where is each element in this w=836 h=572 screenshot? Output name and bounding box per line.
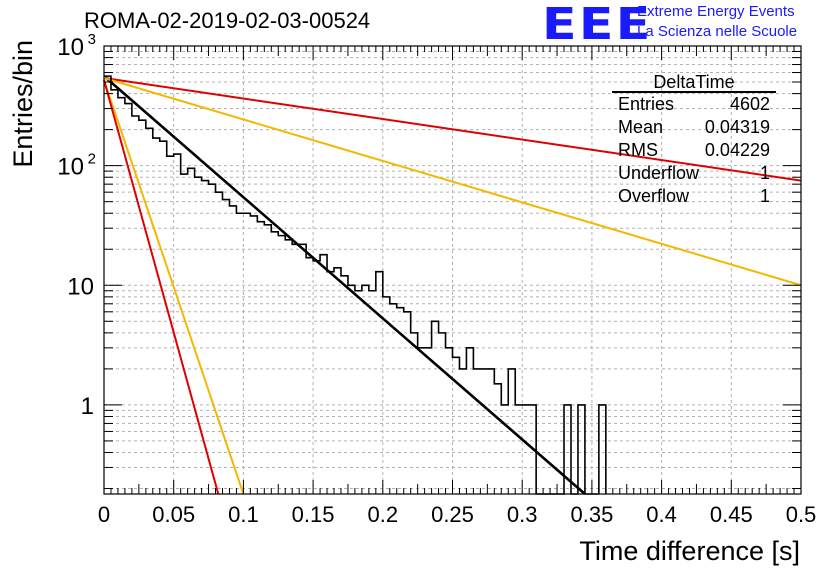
stats-box: DeltaTime Entries 4602 Mean 0.04319 RMS … — [612, 72, 776, 206]
x-tick-label: 0.2 — [368, 502, 399, 527]
stats-label-underflow: Underflow — [618, 163, 700, 183]
reference-curve — [103, 77, 802, 182]
x-tick-label: 0.45 — [710, 502, 753, 527]
label-layer: Time difference [s] Entries/bin — [8, 40, 800, 566]
reference-curve — [103, 79, 220, 495]
x-tick-label: 0.5 — [786, 502, 817, 527]
grid-layer — [104, 46, 801, 494]
histogram-steps — [104, 75, 607, 495]
y-tick-label: 10 — [57, 34, 84, 61]
x-tick-label: 0.4 — [646, 502, 677, 527]
x-tick-label: 0.1 — [228, 502, 259, 527]
chart-title: ROMA-02-2019-02-03-00524 — [84, 8, 371, 33]
stats-label-overflow: Overflow — [618, 186, 690, 206]
x-tick-label: 0.15 — [292, 502, 335, 527]
x-tick-label: 0.35 — [570, 502, 613, 527]
x-tick-label: 0.25 — [431, 502, 474, 527]
logo-subtitle-line2: La Scienza nelle Scuole — [637, 23, 798, 40]
reference-curve — [103, 79, 245, 495]
stats-value-overflow: 1 — [760, 186, 770, 206]
stats-value-rms: 0.04229 — [705, 140, 770, 160]
fit-line — [103, 75, 586, 495]
y-tick-label: 10 — [67, 273, 94, 300]
y-tick-label: 10 — [57, 154, 84, 181]
stats-label-entries: Entries — [618, 94, 674, 114]
series-layer — [103, 75, 802, 495]
axis-layer: 0 0.05 0.1 0.15 0.2 0.25 0.3 0.35 0.4 0.45 0.510 31… — [57, 31, 816, 527]
stats-value-mean: 0.04319 — [705, 117, 770, 137]
logo-subtitle-line1: Extreme Energy Events — [637, 3, 795, 20]
stats-box-title: DeltaTime — [653, 72, 734, 92]
stats-label-rms: RMS — [618, 140, 658, 160]
stats-value-underflow: 1 — [760, 163, 770, 183]
x-tick-label: 0 — [98, 502, 110, 527]
stats-label-mean: Mean — [618, 117, 663, 137]
x-tick-label: 0.05 — [152, 502, 195, 527]
plot-frame — [103, 45, 802, 495]
y-axis-label: Entries/bin — [8, 40, 38, 168]
y-tick-label: 1 — [81, 393, 94, 420]
x-axis-label: Time difference [s] — [579, 536, 800, 566]
reference-curve — [103, 77, 802, 287]
eee-logo: EEE — [542, 0, 653, 50]
x-tick-label: 0.3 — [507, 502, 538, 527]
histogram-layer — [104, 75, 607, 495]
y-tick-exponent: 2 — [88, 151, 96, 168]
y-tick-exponent: 3 — [88, 31, 96, 48]
stats-value-entries: 4602 — [730, 94, 770, 114]
